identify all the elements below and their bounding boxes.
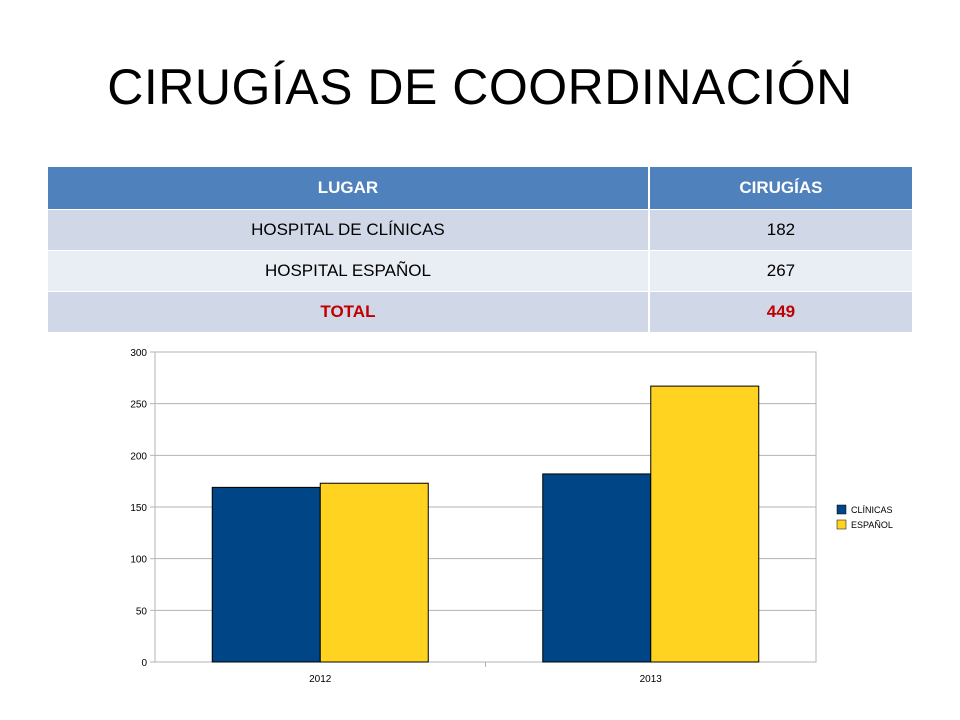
- y-tick-label: 50: [136, 606, 148, 617]
- table-header-row: LUGAR CIRUGÍAS: [48, 167, 912, 210]
- table-row: HOSPITAL ESPAÑOL 267: [48, 250, 912, 292]
- bar: [319, 482, 429, 663]
- table-cell-cirugias: 267: [648, 250, 912, 292]
- legend-label: ESPAÑOL: [851, 520, 893, 530]
- bar: [542, 473, 652, 663]
- table-cell-lugar: HOSPITAL DE CLÍNICAS: [48, 209, 650, 251]
- data-table: LUGAR CIRUGÍAS HOSPITAL DE CLÍNICAS 182 …: [48, 167, 912, 332]
- column-header-cirugias: CIRUGÍAS: [648, 167, 912, 210]
- x-tick-label: 2012: [309, 674, 332, 685]
- legend-swatch: [836, 504, 847, 515]
- legend-label: CLÍNICAS: [851, 505, 893, 515]
- table-cell-cirugias: 182: [648, 209, 912, 251]
- x-tick-label: 2013: [640, 674, 663, 685]
- y-tick-label: 100: [130, 555, 147, 566]
- table-row: HOSPITAL DE CLÍNICAS 182: [48, 209, 912, 251]
- table-total-row: TOTAL 449: [48, 291, 912, 332]
- total-value: 449: [648, 291, 912, 332]
- legend-swatch: [836, 519, 847, 530]
- slide-title: CIRUGÍAS DE COORDINACIÓN: [107, 59, 853, 115]
- y-tick-label: 150: [130, 503, 147, 514]
- column-header-lugar: LUGAR: [48, 167, 650, 210]
- total-label: TOTAL: [48, 291, 650, 332]
- y-tick-label: 0: [141, 658, 147, 669]
- y-tick-label: 250: [130, 400, 147, 411]
- table-cell-lugar: HOSPITAL ESPAÑOL: [48, 250, 650, 292]
- y-tick-label: 300: [130, 348, 147, 359]
- y-tick-label: 200: [130, 451, 147, 462]
- bar: [650, 385, 760, 663]
- bar: [211, 486, 321, 663]
